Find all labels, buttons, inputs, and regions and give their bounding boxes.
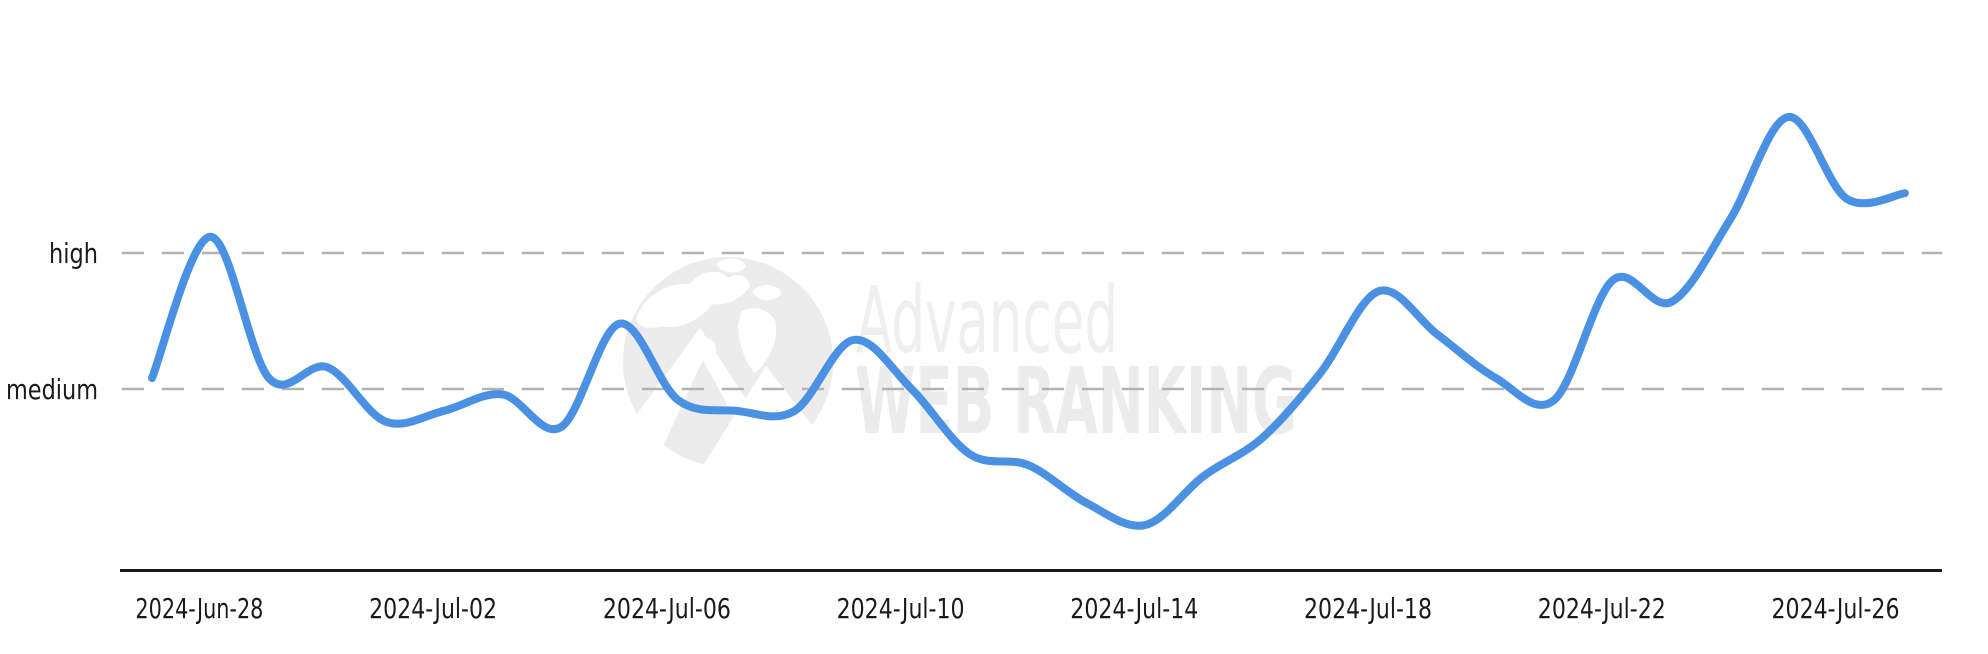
x-axis-tick-labels: 2024-Jun-28 2024-Jul-02 2024-Jul-06 2024-Ju… [135,592,1899,625]
continent-shape [716,258,746,273]
watermark: Advanced WEB RANKING [623,257,1297,467]
globe-mountains-icon [623,257,833,467]
x-axis-tick-label: 2024-Jul-22 [1538,592,1666,625]
watermark-text-line2: WEB RANKING [855,348,1297,455]
x-axis-tick-label: 2024-Jul-14 [1070,592,1198,625]
x-axis-tick-label: 2024-Jul-06 [603,592,731,625]
y-axis-label-high: high [49,237,98,270]
continent-shape [636,271,750,328]
x-axis-tick-label: 2024-Jul-26 [1772,592,1900,625]
continent-shape [738,308,777,373]
y-axis-label-medium: medium [6,373,98,406]
trend-line-path[interactable] [148,113,1909,530]
x-axis-tick-label: 2024-Jun-28 [135,592,263,625]
x-axis-tick-label: 2024-Jul-02 [369,592,497,625]
x-axis-tick-label: 2024-Jul-10 [837,592,965,625]
x-axis-tick-label: 2024-Jul-18 [1304,592,1432,625]
watermark-text-line1: Advanced [856,267,1118,374]
continent-shape [752,285,782,301]
